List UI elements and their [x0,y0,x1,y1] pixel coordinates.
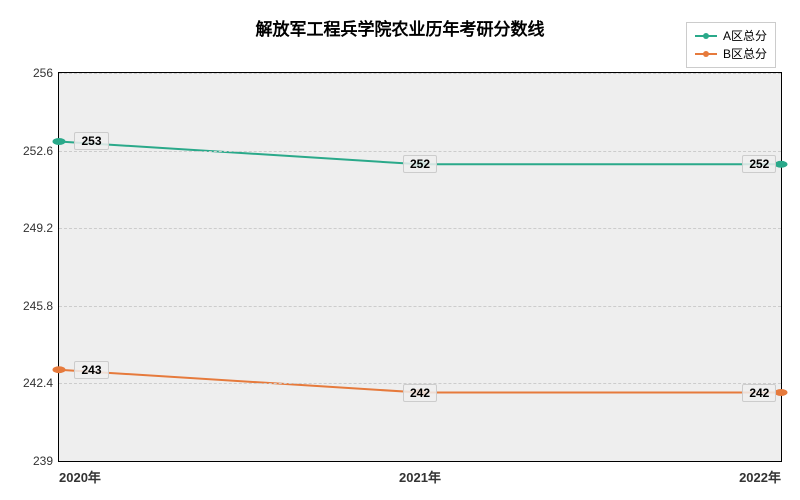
data-label: 242 [403,384,437,402]
chart-container: 解放军工程兵学院农业历年考研分数线 A区总分 B区总分 239242.4245.… [0,0,800,500]
chart-title: 解放军工程兵学院农业历年考研分数线 [256,15,545,40]
legend-dot-b [703,51,709,57]
y-tick-label: 256 [33,66,53,80]
y-tick-label: 249.2 [23,221,53,235]
series-marker [775,161,788,168]
gridline [59,73,781,74]
plot-area: 239242.4245.8249.2252.62562020年2021年2022… [58,72,782,462]
y-tick-label: 242.4 [23,376,53,390]
legend-dot-a [703,33,709,39]
x-tick-label: 2020年 [59,467,101,486]
y-tick-label: 245.8 [23,299,53,313]
x-tick-label: 2021年 [399,467,441,486]
legend-swatch-b [695,53,717,55]
series-marker [53,366,66,373]
series-marker [53,138,66,145]
legend-label-a: A区总分 [723,27,767,45]
data-label: 253 [74,132,108,150]
gridline [59,228,781,229]
legend-label-b: B区总分 [723,45,767,63]
legend: A区总分 B区总分 [686,22,776,68]
data-label: 243 [74,361,108,379]
legend-item-a: A区总分 [695,27,767,45]
x-tick-label: 2022年 [739,467,781,486]
gridline [59,151,781,152]
legend-item-b: B区总分 [695,45,767,63]
y-tick-label: 252.6 [23,144,53,158]
chart-svg [59,73,781,461]
data-label: 252 [403,155,437,173]
data-label: 252 [742,155,776,173]
gridline [59,306,781,307]
data-label: 242 [742,384,776,402]
y-tick-label: 239 [33,454,53,468]
series-marker [775,389,788,396]
legend-swatch-a [695,35,717,37]
